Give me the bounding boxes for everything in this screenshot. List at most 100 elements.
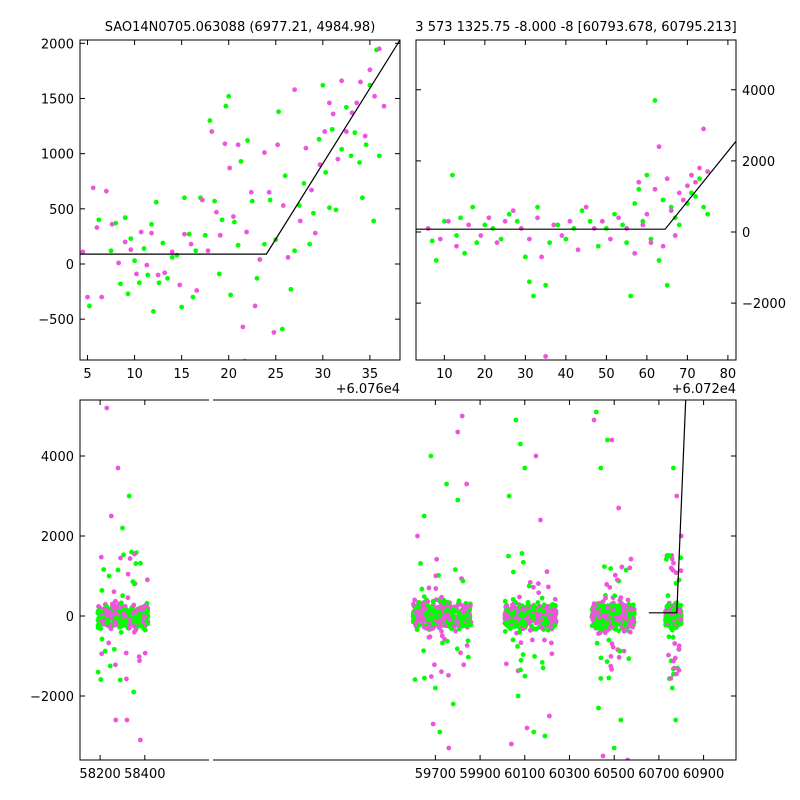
data-point-magenta bbox=[672, 641, 678, 646]
data-point-green bbox=[609, 604, 615, 609]
data-point-green bbox=[543, 282, 549, 288]
data-point-magenta bbox=[137, 658, 142, 664]
data-point-magenta bbox=[536, 590, 542, 596]
data-point-magenta bbox=[535, 617, 541, 623]
data-point-green bbox=[182, 195, 187, 201]
data-point-magenta bbox=[96, 604, 101, 609]
data-point-magenta bbox=[169, 249, 175, 255]
data-point-green bbox=[429, 238, 435, 244]
data-point-green bbox=[231, 219, 237, 225]
data-point-green bbox=[96, 615, 102, 621]
data-point-magenta bbox=[621, 628, 627, 634]
data-point-green bbox=[129, 549, 134, 555]
data-point-green bbox=[87, 303, 92, 309]
data-point-green bbox=[107, 663, 113, 669]
data-point-green bbox=[532, 654, 537, 659]
data-point-green bbox=[610, 621, 616, 627]
data-point-magenta bbox=[671, 560, 676, 566]
data-point-green bbox=[520, 559, 526, 565]
data-point-green bbox=[608, 610, 614, 616]
data-point-magenta bbox=[705, 169, 711, 174]
data-point-green bbox=[506, 553, 511, 559]
data-point-green bbox=[519, 551, 525, 556]
x-offset-label: +6.072e4 bbox=[672, 382, 736, 397]
data-point-green bbox=[459, 623, 465, 629]
data-point-magenta bbox=[672, 665, 677, 671]
data-point-green bbox=[352, 130, 358, 136]
x-tick-label: 10 bbox=[436, 367, 453, 382]
data-point-magenta bbox=[548, 619, 554, 625]
data-point-green bbox=[117, 624, 122, 630]
data-point-green bbox=[542, 619, 548, 625]
data-point-magenta bbox=[110, 604, 116, 610]
data-point-green bbox=[598, 655, 604, 661]
data-point-green bbox=[631, 610, 637, 616]
data-point-green bbox=[628, 293, 634, 299]
data-point-green bbox=[665, 613, 671, 618]
data-point-green bbox=[219, 217, 225, 223]
model-line bbox=[80, 40, 400, 255]
data-point-magenta bbox=[621, 608, 627, 614]
data-point-magenta bbox=[628, 556, 634, 562]
data-point-green bbox=[132, 614, 138, 620]
axis-break-top bbox=[209, 397, 213, 403]
data-point-magenta bbox=[244, 229, 249, 235]
data-point-magenta bbox=[144, 262, 150, 268]
data-point-green bbox=[282, 173, 288, 179]
data-point-green bbox=[414, 627, 420, 632]
data-point-green bbox=[142, 627, 148, 633]
data-point-green bbox=[127, 613, 133, 619]
data-point-magenta bbox=[678, 568, 684, 574]
data-point-magenta bbox=[464, 643, 470, 648]
data-point-green bbox=[329, 126, 335, 132]
data-point-green bbox=[128, 236, 134, 242]
data-point-magenta bbox=[433, 573, 439, 579]
data-point-green bbox=[451, 615, 457, 621]
data-point-magenta bbox=[106, 640, 112, 646]
data-point-magenta bbox=[603, 613, 609, 619]
data-point-green bbox=[462, 250, 468, 256]
data-point-green bbox=[121, 618, 127, 624]
data-point-green bbox=[96, 217, 102, 223]
data-point-magenta bbox=[108, 614, 114, 619]
data-point-green bbox=[118, 281, 123, 287]
data-point-green bbox=[99, 588, 105, 593]
data-point-magenta bbox=[142, 614, 148, 620]
data-point-green bbox=[626, 656, 632, 662]
data-point-green bbox=[441, 600, 447, 606]
data-point-magenta bbox=[697, 165, 702, 171]
data-point-magenta bbox=[376, 46, 382, 52]
data-point-magenta bbox=[676, 190, 682, 196]
data-point-green bbox=[415, 605, 421, 610]
data-point-magenta bbox=[222, 141, 228, 147]
data-point-green bbox=[238, 158, 244, 164]
data-point-magenta bbox=[614, 577, 620, 583]
data-point-green bbox=[160, 240, 166, 246]
data-point-magenta bbox=[113, 611, 119, 617]
data-point-magenta bbox=[502, 218, 508, 224]
data-point-magenta bbox=[182, 231, 187, 237]
data-point-magenta bbox=[612, 572, 618, 578]
data-point-green bbox=[410, 614, 416, 620]
data-point-green bbox=[460, 616, 466, 622]
data-point-magenta bbox=[142, 650, 148, 656]
data-point-green bbox=[540, 665, 546, 671]
data-point-magenta bbox=[644, 211, 650, 217]
data-point-green bbox=[106, 573, 112, 579]
data-point-magenta bbox=[656, 144, 662, 150]
data-point-green bbox=[416, 599, 422, 605]
data-point-green bbox=[138, 623, 144, 629]
data-point-magenta bbox=[85, 294, 90, 300]
data-point-magenta bbox=[510, 208, 516, 214]
data-point-green bbox=[520, 652, 526, 657]
data-point-magenta bbox=[636, 179, 642, 185]
data-point-green bbox=[506, 211, 512, 217]
data-point-magenta bbox=[112, 622, 118, 627]
data-point-green bbox=[603, 624, 609, 630]
data-point-magenta bbox=[446, 616, 452, 622]
data-point-green bbox=[596, 602, 602, 608]
data-point-green bbox=[458, 215, 463, 221]
x-tick-label: 30 bbox=[315, 367, 332, 382]
data-point-green bbox=[587, 218, 593, 224]
axis-break-bottom bbox=[209, 757, 213, 763]
